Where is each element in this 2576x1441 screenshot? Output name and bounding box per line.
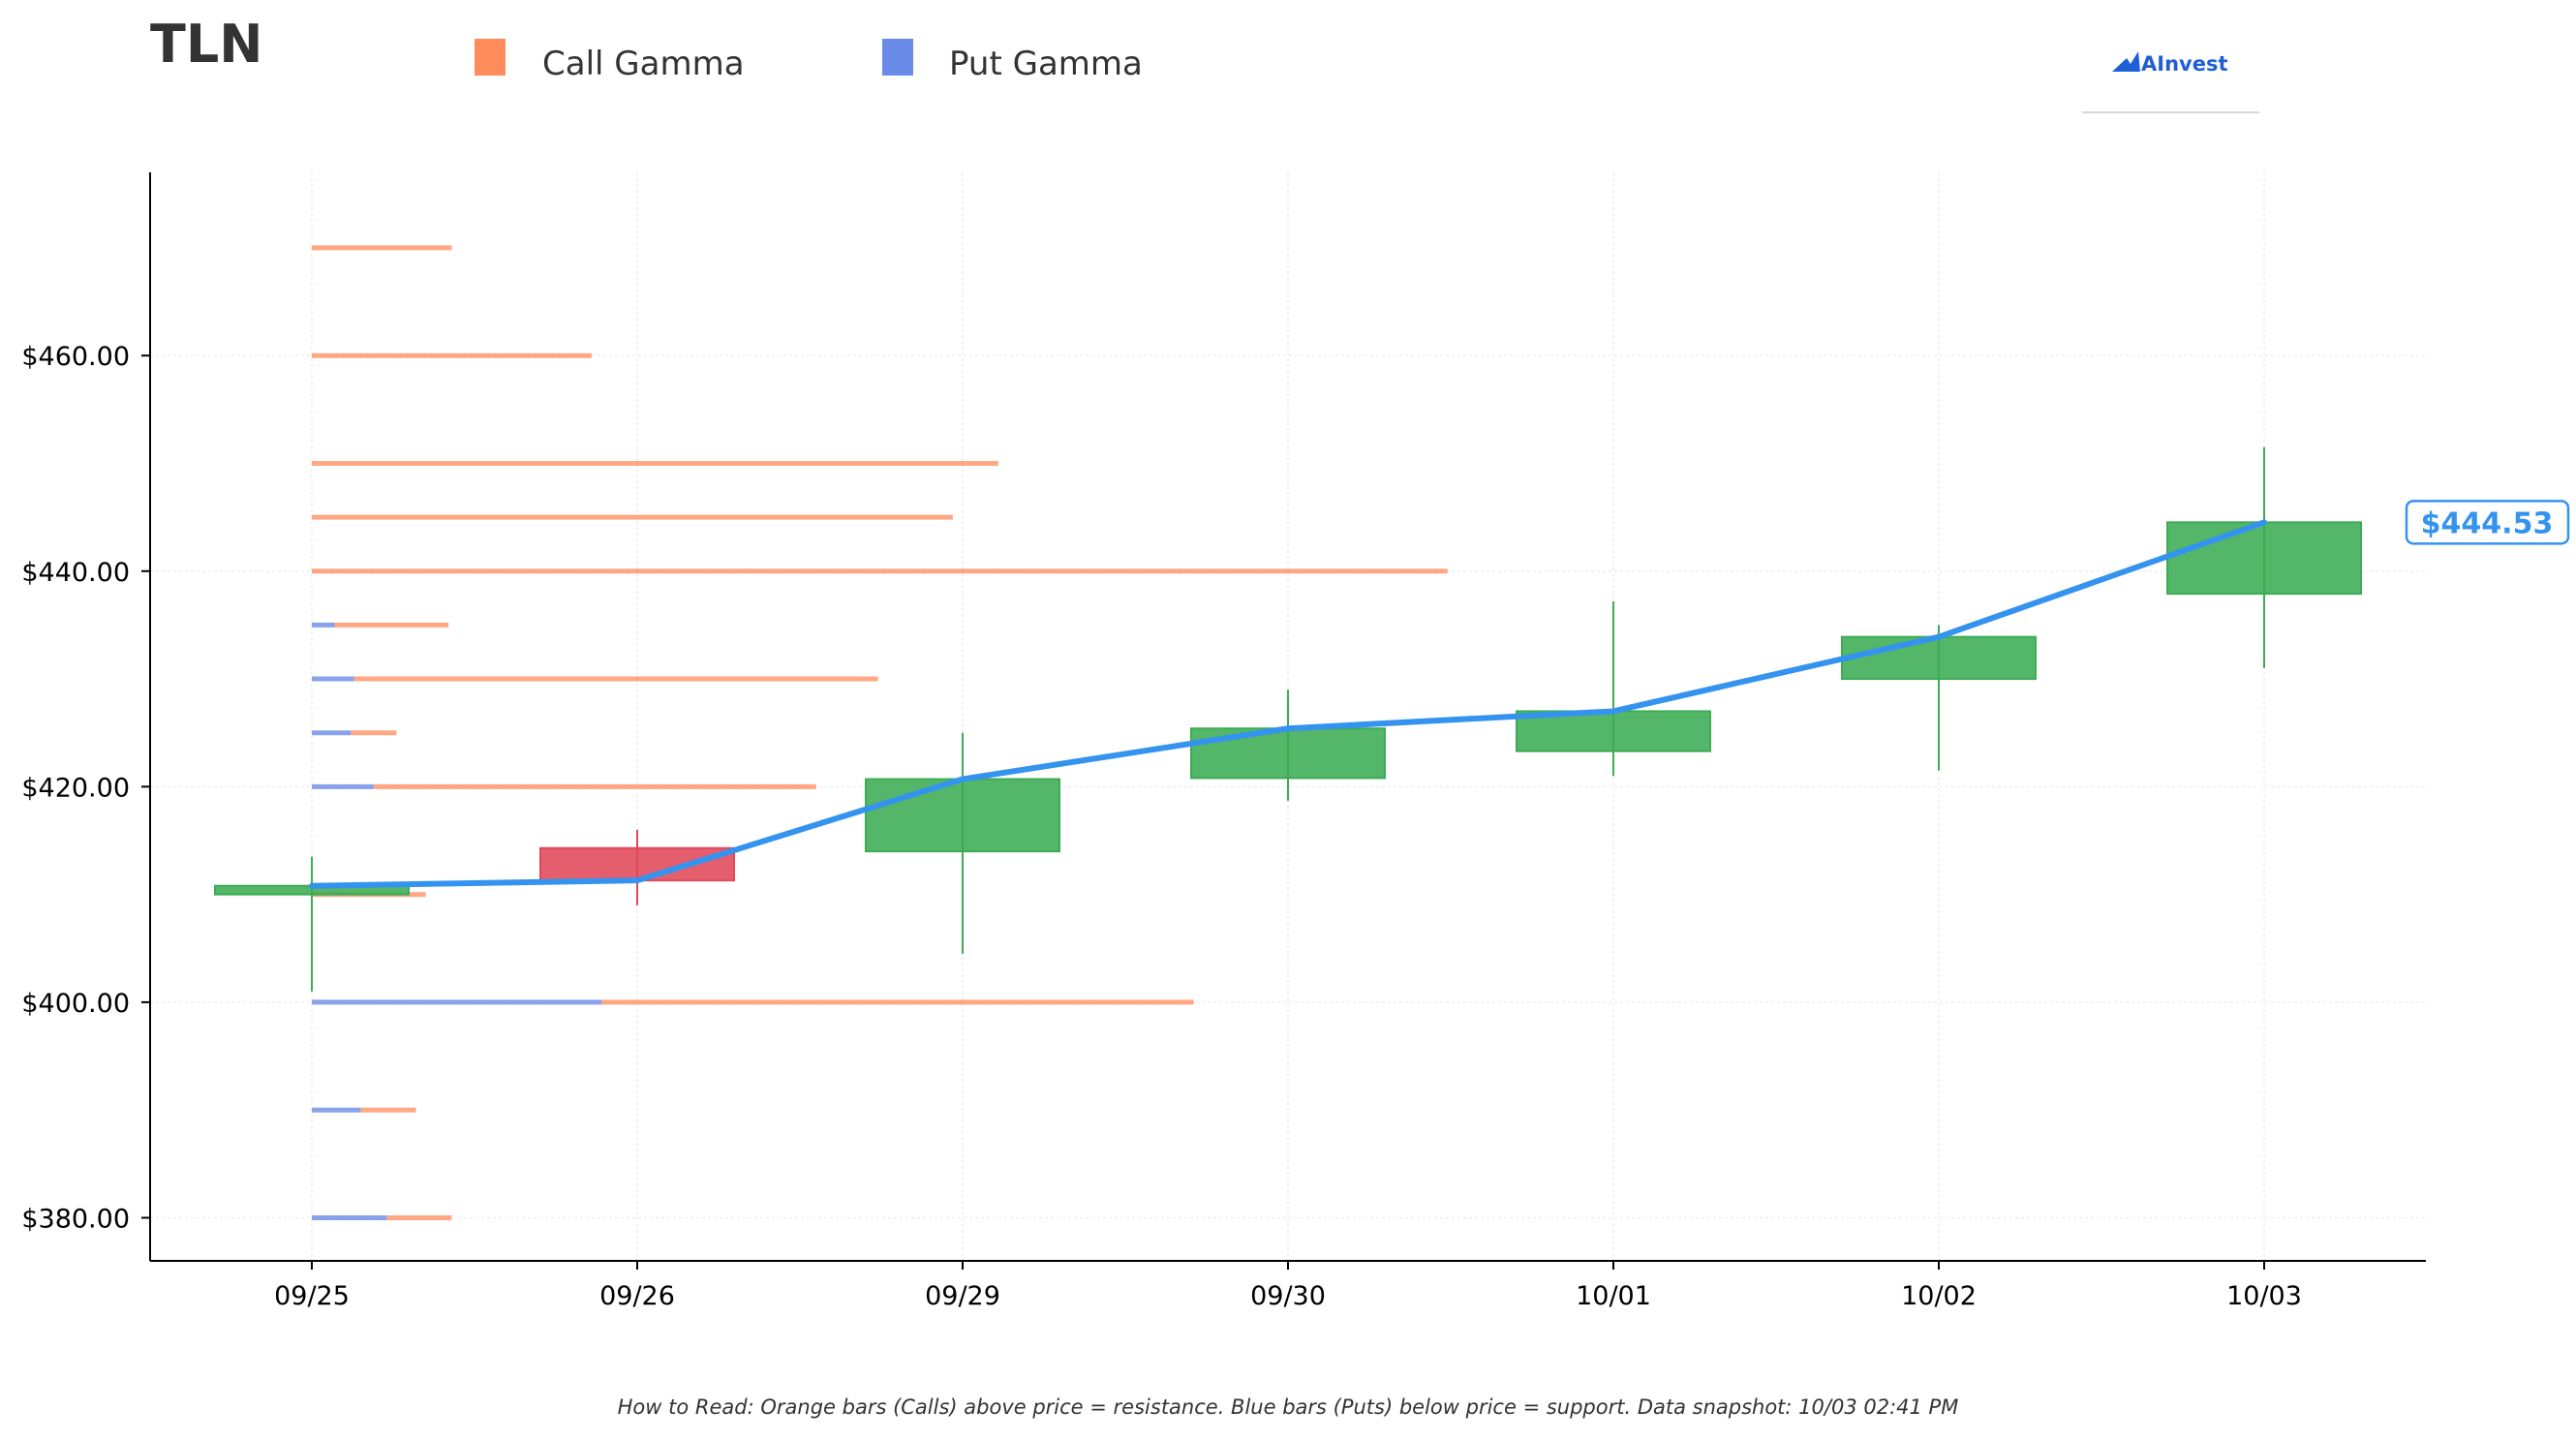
candle-body xyxy=(865,778,1060,853)
last-price-label: $444.53 xyxy=(2421,506,2554,540)
y-tick-label: $460.00 xyxy=(21,342,130,372)
plot-area: $380.00 $400.00 $420.00 $440.00 $460.00 09/25… xyxy=(21,172,2570,1311)
legend-call-label: Call Gamma xyxy=(542,45,745,83)
legend-put-swatch xyxy=(882,39,913,76)
candle-body xyxy=(1190,727,1386,780)
legend: Call Gamma Put Gamma xyxy=(475,39,1143,83)
y-tick-label: $420.00 xyxy=(21,773,130,803)
x-tick-label: 10/03 xyxy=(2226,1281,2302,1311)
x-tick-label: 09/29 xyxy=(925,1281,1000,1311)
price-line xyxy=(309,519,2267,889)
x-tick-label: 09/26 xyxy=(599,1281,675,1311)
footnote: How to Read: Orange bars (Calls) above p… xyxy=(618,1395,1959,1419)
candle-body xyxy=(1841,635,2037,681)
x-tick-label: 09/25 xyxy=(274,1281,350,1311)
x-tick-label: 10/02 xyxy=(1901,1281,1977,1311)
logo-text: AInvest xyxy=(2141,52,2228,76)
logo-mark-icon xyxy=(2112,51,2140,72)
ticker-title: TLN xyxy=(150,14,262,75)
ainvest-logo: AInvest xyxy=(2082,51,2259,113)
y-tick-label: $440.00 xyxy=(21,558,130,588)
legend-call-swatch xyxy=(475,39,506,76)
y-tick-label: $400.00 xyxy=(21,989,130,1019)
last-price-label-box xyxy=(2405,500,2570,545)
x-tick-label: 10/01 xyxy=(1576,1281,1651,1311)
candle-body xyxy=(539,846,735,882)
legend-put-label: Put Gamma xyxy=(949,45,1143,83)
x-tick-label: 09/30 xyxy=(1250,1281,1326,1311)
y-tick-label: $380.00 xyxy=(21,1204,130,1234)
candle-body xyxy=(2166,521,2362,596)
